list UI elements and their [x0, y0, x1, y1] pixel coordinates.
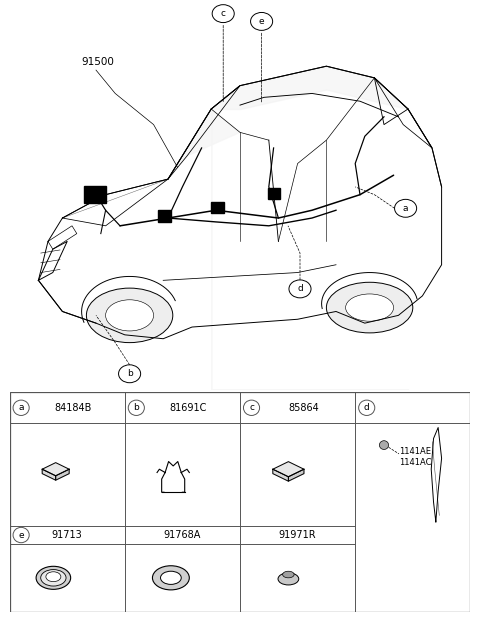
- Text: 1141AC: 1141AC: [399, 458, 432, 467]
- Text: 91971R: 91971R: [279, 530, 316, 540]
- Polygon shape: [273, 469, 288, 481]
- Text: 91500: 91500: [82, 57, 114, 67]
- Text: 91768A: 91768A: [164, 530, 201, 540]
- Polygon shape: [42, 463, 69, 476]
- FancyBboxPatch shape: [211, 202, 224, 213]
- Text: e: e: [18, 530, 24, 540]
- Polygon shape: [168, 109, 240, 179]
- Ellipse shape: [346, 294, 394, 321]
- Ellipse shape: [41, 570, 66, 586]
- Ellipse shape: [36, 566, 71, 590]
- Polygon shape: [273, 462, 304, 476]
- Text: c: c: [249, 404, 254, 412]
- Ellipse shape: [283, 571, 294, 578]
- Polygon shape: [288, 469, 304, 481]
- Text: e: e: [259, 17, 264, 26]
- Circle shape: [379, 441, 389, 449]
- FancyBboxPatch shape: [268, 188, 280, 199]
- Text: d: d: [297, 284, 303, 294]
- FancyBboxPatch shape: [84, 187, 106, 203]
- Text: b: b: [127, 370, 132, 378]
- Ellipse shape: [326, 282, 413, 333]
- Polygon shape: [56, 469, 69, 480]
- Ellipse shape: [86, 288, 173, 342]
- Text: a: a: [403, 204, 408, 213]
- Text: 91713: 91713: [52, 530, 83, 540]
- Polygon shape: [42, 469, 56, 480]
- Text: c: c: [221, 9, 226, 18]
- Ellipse shape: [46, 572, 61, 582]
- Text: 1141AE: 1141AE: [399, 447, 431, 456]
- Ellipse shape: [278, 573, 299, 585]
- Text: 85864: 85864: [288, 403, 319, 413]
- Text: a: a: [18, 404, 24, 412]
- Text: d: d: [364, 404, 370, 412]
- Ellipse shape: [160, 571, 181, 585]
- FancyBboxPatch shape: [158, 210, 171, 222]
- Ellipse shape: [153, 565, 189, 590]
- Text: 84184B: 84184B: [54, 403, 92, 413]
- Text: 81691C: 81691C: [169, 403, 207, 413]
- Ellipse shape: [106, 300, 154, 331]
- Text: b: b: [133, 404, 139, 412]
